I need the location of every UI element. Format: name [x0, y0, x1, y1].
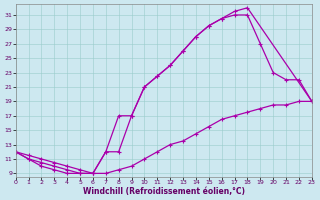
X-axis label: Windchill (Refroidissement éolien,°C): Windchill (Refroidissement éolien,°C) — [83, 187, 245, 196]
